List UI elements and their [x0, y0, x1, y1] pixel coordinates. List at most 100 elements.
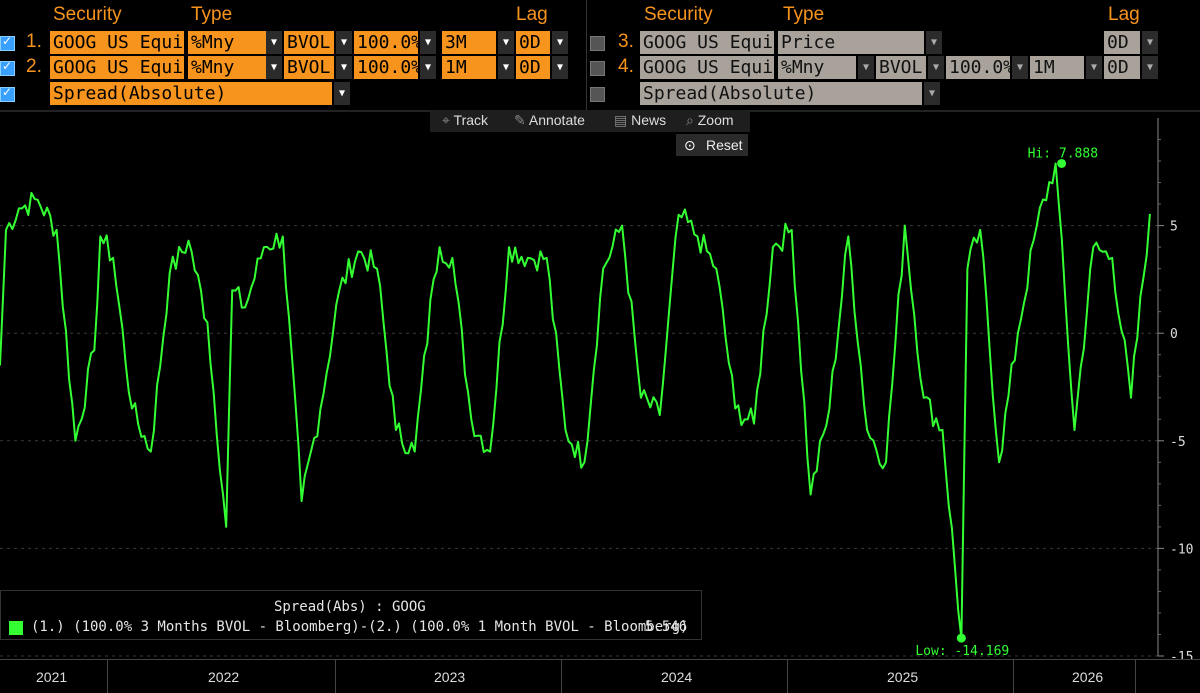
x-divider	[787, 660, 788, 693]
x-divider	[1135, 660, 1136, 693]
magnifier-icon: ⌕	[686, 112, 698, 128]
series-2-security-field[interactable]: GOOG US Equit	[50, 56, 184, 79]
series-3-lag-field[interactable]: 0D	[1104, 31, 1140, 54]
series-3-security-field[interactable]: GOOG US Equit	[640, 31, 774, 54]
hi-marker	[1057, 158, 1067, 168]
zoom-button[interactable]: ⌕ Zoom	[686, 112, 734, 128]
settings-panel: Security Type Lag Security Type Lag 1. G…	[0, 0, 1200, 110]
series-1-tenor-dropdown[interactable]: ▼	[498, 31, 514, 54]
hi-label: Hi: 7.888	[1028, 146, 1098, 161]
series-4-lag-field[interactable]: 0D	[1104, 56, 1140, 79]
news-icon: ▤	[614, 112, 632, 128]
spread-left-checkbox[interactable]	[0, 85, 15, 102]
series-2-type-field[interactable]: %Mny	[188, 56, 266, 79]
y-axis-ticks: 5 0 -5 -10 -15	[1158, 139, 1193, 659]
x-tick-label: 2021	[36, 669, 68, 685]
y-tick-label: 0	[1170, 327, 1178, 342]
annotate-button[interactable]: ✎ Annotate	[514, 112, 585, 128]
x-tick-label: 2022	[208, 669, 240, 685]
news-button[interactable]: ▤ News	[614, 112, 667, 128]
series-4-source-field[interactable]: BVOL	[876, 56, 926, 79]
spread-right-field[interactable]: Spread(Absolute)	[640, 82, 922, 105]
spread-left-dropdown[interactable]: ▼	[334, 82, 350, 105]
series-3-type-dropdown[interactable]: ▼	[926, 31, 942, 54]
spread-right-checkbox[interactable]	[590, 87, 605, 102]
series-row-4: 4. GOOG US Equit %Mny ▼ BVOL ▼ 100.0% ▼ …	[588, 56, 1200, 80]
series-4-number: 4.	[618, 56, 634, 77]
series-2-lag-dropdown[interactable]: ▼	[552, 56, 568, 79]
series-2-checkbox[interactable]	[0, 59, 15, 76]
series-1-number: 1.	[26, 31, 42, 52]
spread-row-right: Spread(Absolute) ▼	[588, 82, 1200, 106]
legend-last-value: 5.546	[645, 619, 688, 635]
pencil-icon: ✎	[514, 112, 529, 128]
series-4-source-dropdown[interactable]: ▼	[928, 56, 944, 79]
series-4-tenor-field[interactable]: 1M	[1030, 56, 1084, 79]
crosshair-icon: ⌖	[442, 112, 454, 128]
legend-swatch	[9, 621, 23, 635]
legend-series-label: (1.) (100.0% 3 Months BVOL - Bloomberg)-…	[31, 619, 689, 635]
x-tick-label: 2024	[661, 669, 693, 685]
series-3-checkbox[interactable]	[590, 36, 605, 51]
series-1-source-field[interactable]: BVOL	[284, 31, 334, 54]
series-2-tenor-dropdown[interactable]: ▼	[498, 56, 514, 79]
series-1-type-dropdown[interactable]: ▼	[266, 31, 282, 54]
x-divider	[1013, 660, 1014, 693]
series-3-type-field[interactable]: Price	[778, 31, 924, 54]
series-1-checkbox[interactable]	[0, 34, 15, 51]
series-1-moneyness-dropdown[interactable]: ▼	[420, 31, 436, 54]
spread-row-left: Spread(Absolute) ▼	[0, 82, 586, 106]
security-header-left: Security	[53, 4, 122, 25]
series-2-lag-field[interactable]: 0D	[516, 56, 550, 79]
y-tick-label: -15	[1170, 650, 1193, 659]
spread-right-dropdown[interactable]: ▼	[924, 82, 940, 105]
y-tick-label: -10	[1170, 542, 1193, 557]
series-row-2: 2. GOOG US Equit %Mny ▼ BVOL ▼ 100.0% ▼ …	[0, 56, 586, 80]
chart-legend: Spread(Abs) : GOOG (1.) (100.0% 3 Months…	[0, 590, 702, 640]
type-header-right: Type	[783, 4, 825, 25]
series-1-lag-field[interactable]: 0D	[516, 31, 550, 54]
series-4-type-dropdown[interactable]: ▼	[858, 56, 874, 79]
series-2-moneyness-field[interactable]: 100.0%	[354, 56, 418, 79]
series-1-security-field[interactable]: GOOG US Equit	[50, 31, 184, 54]
series-1-moneyness-field[interactable]: 100.0%	[354, 31, 418, 54]
series-2-source-field[interactable]: BVOL	[284, 56, 334, 79]
y-tick-label: 5	[1170, 220, 1178, 235]
spread-series-line	[0, 162, 1151, 640]
series-row-3: 3. GOOG US Equit Price ▼ 0D ▼	[588, 31, 1200, 55]
reset-icon: ⊙	[684, 137, 696, 153]
series-4-security-field[interactable]: GOOG US Equit	[640, 56, 774, 79]
y-tick-label: -5	[1170, 435, 1186, 450]
series-4-tenor-dropdown[interactable]: ▼	[1086, 56, 1102, 79]
spread-chart[interactable]: 5 0 -5 -10 -15 Hi: 7.888 Low: -14.169	[0, 0, 1200, 659]
series-2-moneyness-dropdown[interactable]: ▼	[420, 56, 436, 79]
x-tick-label: 2023	[434, 669, 466, 685]
security-header-right: Security	[644, 4, 713, 25]
series-1-type-field[interactable]: %Mny	[188, 31, 266, 54]
series-3-lag-dropdown[interactable]: ▼	[1142, 31, 1158, 54]
panel-divider	[586, 0, 587, 110]
series-4-type-field[interactable]: %Mny	[778, 56, 856, 79]
lag-header-right: Lag	[1108, 4, 1140, 25]
reset-button[interactable]: ⊙ Reset	[676, 134, 748, 156]
series-4-checkbox[interactable]	[590, 61, 605, 76]
legend-title: Spread(Abs) : GOOG	[274, 599, 426, 615]
series-4-lag-dropdown[interactable]: ▼	[1142, 56, 1158, 79]
x-tick-label: 2026	[1072, 669, 1104, 685]
series-4-moneyness-dropdown[interactable]: ▼	[1012, 56, 1028, 79]
series-1-source-dropdown[interactable]: ▼	[336, 31, 352, 54]
series-3-number: 3.	[618, 31, 634, 52]
track-button[interactable]: ⌖ Track	[442, 112, 489, 128]
x-divider	[561, 660, 562, 693]
spread-left-field[interactable]: Spread(Absolute)	[50, 82, 332, 105]
series-1-lag-dropdown[interactable]: ▼	[552, 31, 568, 54]
lag-header-left: Lag	[516, 4, 548, 25]
series-2-tenor-field[interactable]: 1M	[442, 56, 496, 79]
series-2-number: 2.	[26, 56, 42, 77]
x-axis: 2021 2022 2023 2024 2025 2026	[0, 659, 1200, 693]
series-2-type-dropdown[interactable]: ▼	[266, 56, 282, 79]
series-1-tenor-field[interactable]: 3M	[442, 31, 496, 54]
series-2-source-dropdown[interactable]: ▼	[336, 56, 352, 79]
series-4-moneyness-field[interactable]: 100.0%	[946, 56, 1010, 79]
chart-toolbar: ⌖ Track ✎ Annotate ▤ News ⌕ Zoom	[430, 110, 750, 132]
